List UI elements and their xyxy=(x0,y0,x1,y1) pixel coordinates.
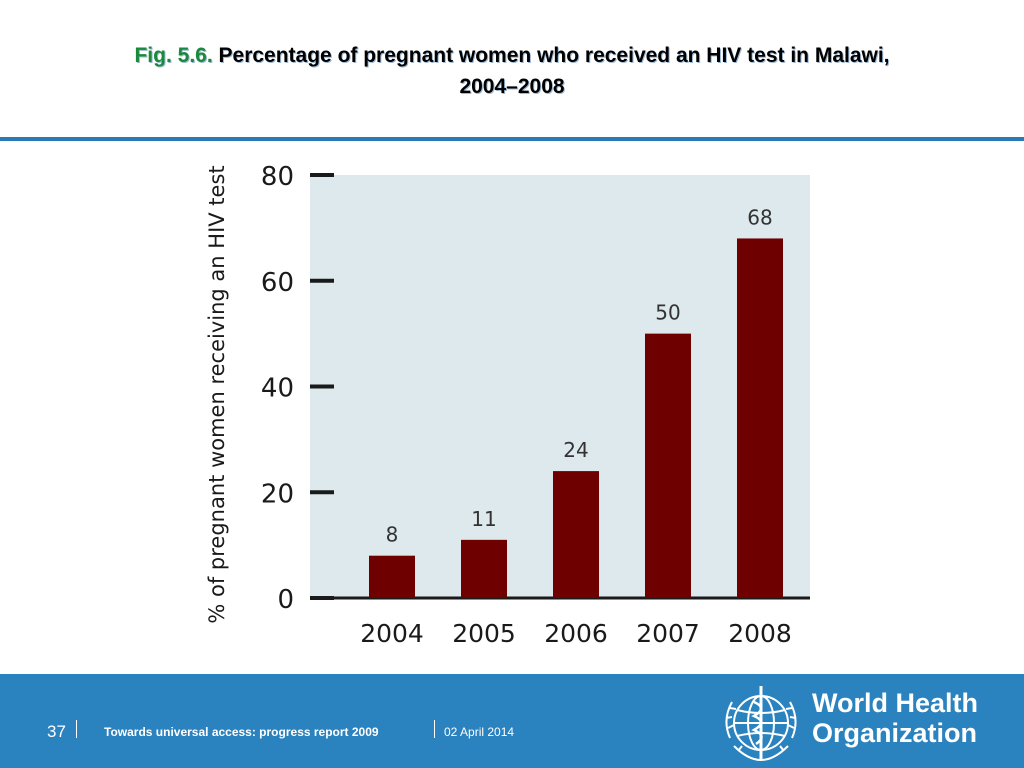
report-title: Towards universal access: progress repor… xyxy=(104,725,379,739)
who-emblem-icon xyxy=(725,686,797,762)
bar xyxy=(553,471,599,598)
bar-chart: 0 20 40 60 80 8 2004 11 2005 24 2006 50 2007 68 2008 % … xyxy=(205,162,810,648)
slide-title: Fig. 5.6. Percentage of pregnant women w… xyxy=(0,40,1024,102)
y-tick-label: 0 xyxy=(277,585,294,615)
data-label: 11 xyxy=(471,507,496,531)
x-tick-label: 2006 xyxy=(544,619,608,648)
org-name-line-1: World Health xyxy=(812,688,979,718)
y-tick-label: 80 xyxy=(261,162,294,192)
bar xyxy=(369,555,415,598)
title-line-1: Fig. 5.6. Percentage of pregnant women w… xyxy=(0,40,1024,71)
y-tick-label: 40 xyxy=(261,374,294,404)
y-tick-label: 60 xyxy=(261,268,294,298)
org-name-line-2: Organization xyxy=(812,718,978,748)
x-tick-label: 2004 xyxy=(360,619,424,648)
footer-separator xyxy=(434,720,435,738)
page-number: 37 xyxy=(47,722,66,741)
y-axis-label: % of pregnant women receiving an HIV tes… xyxy=(205,165,229,623)
bar xyxy=(645,333,691,598)
data-label: 24 xyxy=(563,438,588,462)
x-tick-label: 2008 xyxy=(728,619,792,648)
bar xyxy=(461,539,507,598)
x-tick-label: 2005 xyxy=(452,619,516,648)
footer-bar: 37 Towards universal access: progress re… xyxy=(0,674,1024,768)
title-text: Percentage of pregnant women who receive… xyxy=(218,44,890,67)
title-divider xyxy=(0,137,1024,141)
data-label: 8 xyxy=(386,523,399,547)
y-tick-label: 20 xyxy=(261,479,294,509)
data-label: 50 xyxy=(655,301,680,325)
x-tick-label: 2007 xyxy=(636,619,700,648)
who-wordmark: World Health Organization xyxy=(812,688,978,748)
figure-label: Fig. 5.6. xyxy=(134,44,213,67)
title-line-2: 2004–2008 xyxy=(459,75,565,98)
bar xyxy=(737,238,783,598)
footer-separator xyxy=(76,720,77,738)
data-label: 68 xyxy=(747,205,772,229)
footer-date: 02 April 2014 xyxy=(444,725,515,739)
